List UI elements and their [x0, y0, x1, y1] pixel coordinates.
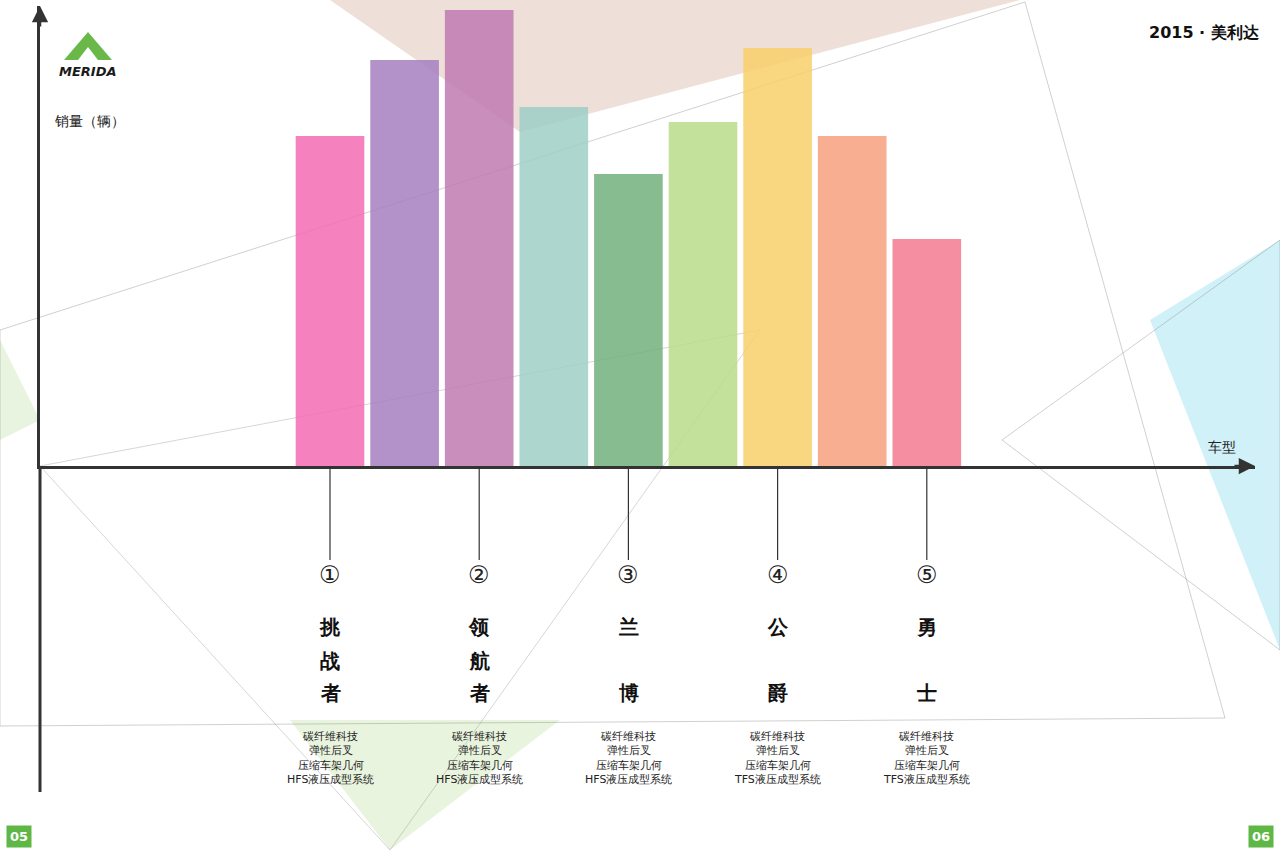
- svg-text:2015 · 美利达: 2015 · 美利达: [1149, 23, 1260, 42]
- svg-text:碳纤维科技弹性后叉压缩车架几何HFS液压成型系统: 碳纤维科技弹性后叉压缩车架几何HFS液压成型系统: [287, 730, 374, 786]
- svg-text:05: 05: [10, 829, 28, 844]
- svg-text:销量（辆）: 销量（辆）: [54, 113, 125, 129]
- svg-text:领: 领: [468, 615, 490, 639]
- svg-text:③: ③: [617, 561, 639, 589]
- svg-text:者: 者: [320, 681, 341, 705]
- svg-text:公: 公: [767, 615, 789, 639]
- svg-text:爵: 爵: [768, 681, 788, 705]
- svg-text:兰: 兰: [618, 615, 639, 639]
- svg-text:碳纤维科技弹性后叉压缩车架几何HFS液压成型系统: 碳纤维科技弹性后叉压缩车架几何HFS液压成型系统: [585, 730, 672, 786]
- svg-text:士: 士: [916, 681, 937, 705]
- svg-text:④: ④: [767, 561, 789, 589]
- svg-text:MERIDA: MERIDA: [59, 64, 117, 79]
- svg-text:⑤: ⑤: [916, 561, 938, 589]
- svg-text:碳纤维科技弹性后叉压缩车架几何TFS液压成型系统: 碳纤维科技弹性后叉压缩车架几何TFS液压成型系统: [883, 730, 970, 786]
- svg-text:①: ①: [319, 561, 341, 589]
- svg-text:车型: 车型: [1208, 439, 1236, 455]
- svg-text:战: 战: [320, 649, 340, 673]
- svg-text:者: 者: [469, 681, 490, 705]
- svg-text:06: 06: [1252, 829, 1270, 844]
- svg-text:勇: 勇: [916, 615, 937, 639]
- svg-text:②: ②: [468, 561, 490, 589]
- svg-text:航: 航: [469, 649, 490, 673]
- svg-text:挑: 挑: [319, 615, 341, 639]
- svg-text:博: 博: [618, 681, 639, 705]
- svg-text:碳纤维科技弹性后叉压缩车架几何HFS液压成型系统: 碳纤维科技弹性后叉压缩车架几何HFS液压成型系统: [436, 730, 523, 786]
- svg-text:碳纤维科技弹性后叉压缩车架几何TFS液压成型系统: 碳纤维科技弹性后叉压缩车架几何TFS液压成型系统: [734, 730, 821, 786]
